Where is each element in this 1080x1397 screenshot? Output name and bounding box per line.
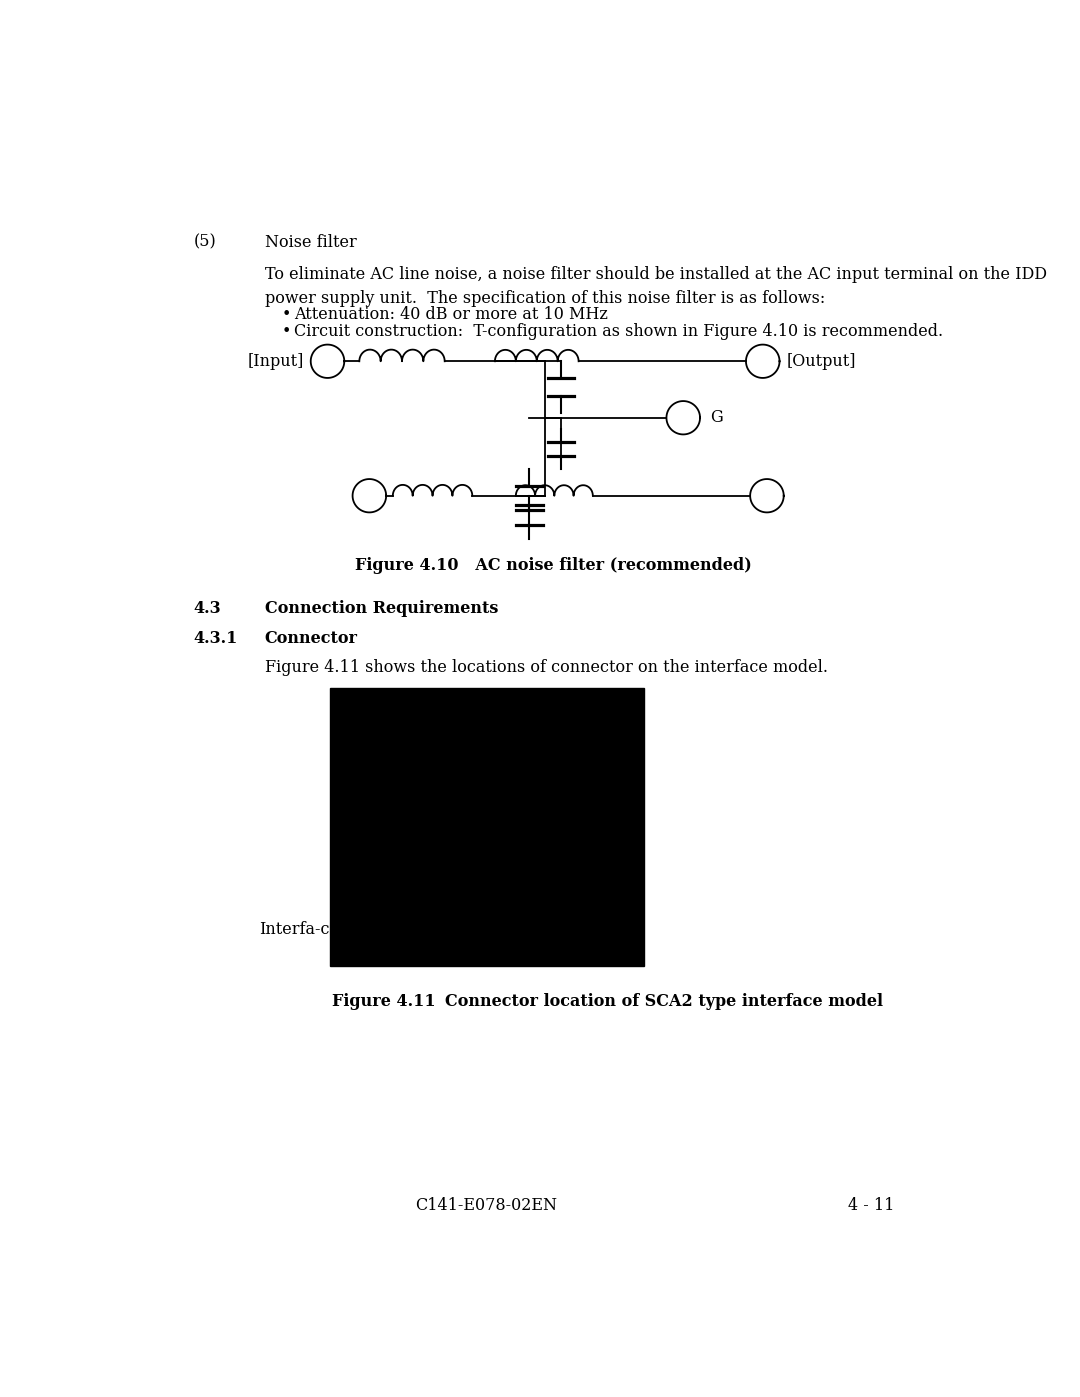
Text: To eliminate AC line noise, a noise filter should be installed at the AC input t: To eliminate AC line noise, a noise filt…	[265, 265, 1047, 307]
Text: [Input]: [Input]	[247, 353, 305, 370]
Text: Noise filter: Noise filter	[265, 233, 356, 251]
Text: Figure 4.11 shows the locations of connector on the interface model.: Figure 4.11 shows the locations of conne…	[265, 659, 827, 676]
Text: Attenuation: 40 dB or more at 10 MHz: Attenuation: 40 dB or more at 10 MHz	[294, 306, 608, 323]
Text: •: •	[282, 323, 291, 339]
Text: (5): (5)	[193, 233, 216, 251]
Text: Figure 4.11: Figure 4.11	[332, 993, 435, 1010]
Text: Connector: Connector	[265, 630, 357, 647]
Text: [Output]: [Output]	[786, 353, 855, 370]
Text: Figure 4.10   AC noise filter (recommended): Figure 4.10 AC noise filter (recommended…	[355, 556, 752, 574]
Text: Interfa­ce: Interfa­ce	[259, 921, 339, 937]
Text: 4.3.1: 4.3.1	[193, 630, 238, 647]
Text: 4 - 11: 4 - 11	[849, 1197, 894, 1214]
Text: Circuit construction:  T-configuration as shown in Figure 4.10 is recommended.: Circuit construction: T-configuration as…	[294, 323, 943, 339]
Text: Connector location of SCA2 type interface model: Connector location of SCA2 type interfac…	[445, 993, 882, 1010]
Text: Connection Requirements: Connection Requirements	[265, 599, 498, 616]
Text: •: •	[282, 306, 291, 323]
Text: G: G	[710, 409, 723, 426]
Text: C141-E078-02EN: C141-E078-02EN	[416, 1197, 557, 1214]
Bar	[330, 689, 644, 965]
Text: 4.3: 4.3	[193, 599, 221, 616]
